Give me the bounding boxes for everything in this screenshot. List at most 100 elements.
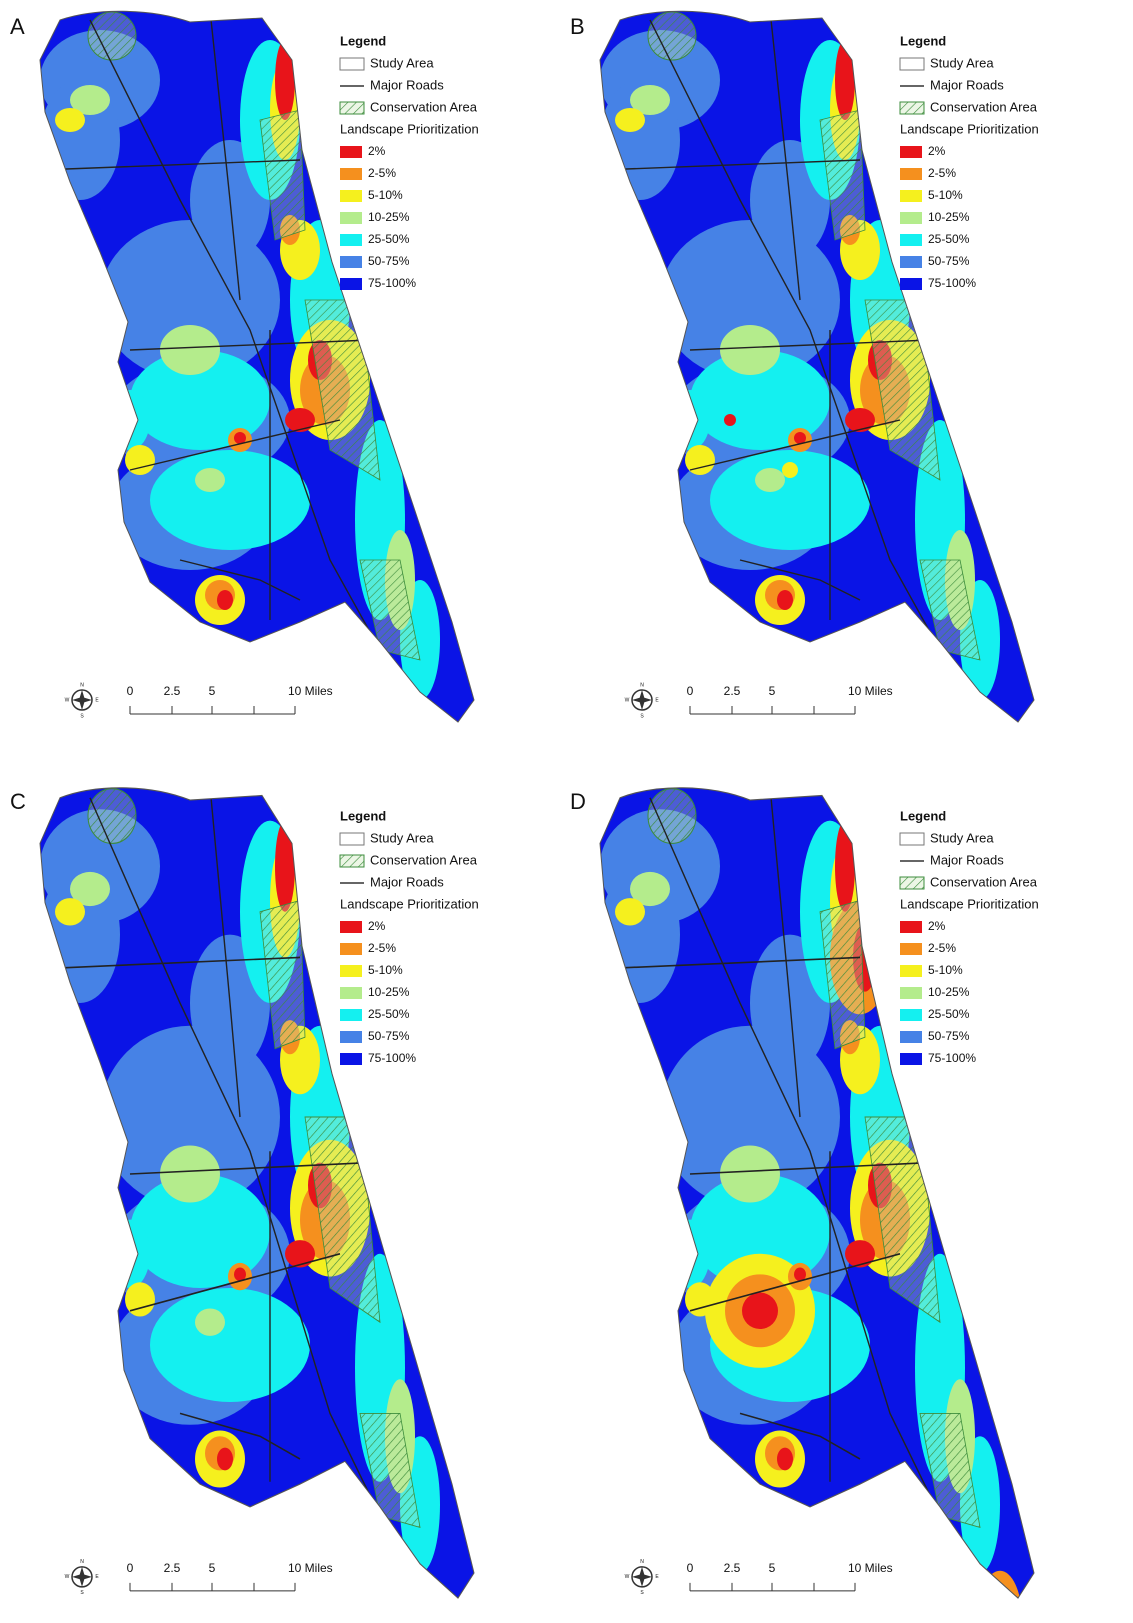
legend-item: Study Area (370, 830, 434, 845)
legend-class: 10-25% (928, 210, 970, 224)
compass-letter: W (65, 697, 70, 703)
compass-letter: N (640, 1559, 644, 1565)
priority-zone (845, 408, 875, 432)
scale-label: 2.5 (164, 1561, 181, 1575)
legend-class: 75-100% (928, 276, 976, 290)
legend-swatch (340, 987, 362, 999)
legend-swatch (900, 190, 922, 202)
scale-label: 10 Miles (848, 1561, 893, 1575)
legend-class: 10-25% (928, 985, 970, 999)
legend-swatch (340, 190, 362, 202)
compass-letter: E (655, 697, 659, 703)
conservation-area (648, 789, 696, 844)
legend-swatch (340, 146, 362, 158)
scale-label: 5 (769, 684, 776, 698)
scale-label: 0 (127, 684, 134, 698)
map-surface (40, 10, 474, 722)
legend-class: 2-5% (368, 166, 396, 180)
priority-zone (195, 468, 225, 492)
legend-symbol (340, 58, 364, 70)
scale-label: 0 (687, 684, 694, 698)
legend-swatch (900, 1009, 922, 1021)
scale-label: 0 (687, 1561, 694, 1575)
legend-class: 2-5% (368, 941, 396, 955)
legend-item: Conservation Area (370, 852, 478, 867)
priority-zone (665, 425, 675, 435)
scale-label: 5 (769, 1561, 776, 1575)
priority-zone (835, 821, 855, 912)
legend-swatch (900, 987, 922, 999)
priority-zone (742, 1293, 778, 1329)
legend-swatch (900, 146, 922, 158)
map (40, 10, 474, 722)
priority-zone (125, 445, 155, 475)
priority-zone (285, 408, 315, 432)
priority-zone (275, 40, 295, 120)
map (600, 10, 1034, 722)
priority-zone (782, 462, 798, 478)
legend-swatch (900, 234, 922, 246)
scale-label: 5 (209, 684, 216, 698)
legend-subtitle: Landscape Prioritization (340, 121, 479, 136)
priority-zone (845, 1240, 875, 1267)
priority-zone (724, 414, 736, 426)
compass-letter: S (80, 713, 84, 719)
compass-letter: S (640, 1590, 644, 1596)
legend-class: 50-75% (368, 254, 410, 268)
priority-zone (988, 1589, 1012, 1623)
legend-class: 25-50% (928, 232, 970, 246)
legend-swatch (340, 1053, 362, 1065)
priority-zone (150, 1288, 310, 1402)
compass-letter: W (65, 1574, 70, 1580)
scale-label: 2.5 (724, 684, 741, 698)
legend-class: 2-5% (928, 941, 956, 955)
priority-zone (160, 325, 220, 375)
priority-zone (275, 821, 295, 912)
conservation-area (88, 12, 136, 60)
legend-swatch (340, 965, 362, 977)
legend-subtitle: Landscape Prioritization (900, 896, 1039, 911)
legend-item: Study Area (930, 830, 994, 845)
legend-class: 5-10% (928, 188, 963, 202)
compass-letter: S (80, 1590, 84, 1596)
legend-swatch (900, 943, 922, 955)
compass-letter: E (95, 1574, 99, 1580)
scale-label: 10 Miles (288, 1561, 333, 1575)
legend-class: 10-25% (368, 210, 410, 224)
legend-symbol (340, 102, 364, 114)
legend-class: 75-100% (368, 276, 416, 290)
legend-symbol (900, 58, 924, 70)
legend-swatch (340, 212, 362, 224)
priority-zone (685, 445, 715, 475)
legend-item: Conservation Area (930, 874, 1038, 889)
legend-class: 50-75% (928, 254, 970, 268)
legend-class: 5-10% (928, 963, 963, 977)
legend-swatch (340, 1031, 362, 1043)
legend-swatch (900, 965, 922, 977)
legend-swatch (900, 212, 922, 224)
legend-swatch (340, 168, 362, 180)
legend-item: Major Roads (930, 852, 1004, 867)
priority-zone (720, 325, 780, 375)
scale-label: 5 (209, 1561, 216, 1575)
legend-class: 2% (368, 919, 386, 933)
scale-label: 2.5 (164, 684, 181, 698)
scale-label: 2.5 (724, 1561, 741, 1575)
legend-swatch (340, 1009, 362, 1021)
legend-class: 2% (368, 144, 386, 158)
compass-letter: N (80, 1559, 84, 1565)
map-surface (600, 10, 1034, 722)
legend-title: Legend (340, 33, 386, 48)
priority-zone (217, 1448, 233, 1471)
priority-zone (615, 898, 645, 925)
panel-label: C (10, 789, 26, 814)
legend-class: 2-5% (928, 166, 956, 180)
compass-letter: S (640, 713, 644, 719)
legend-symbol (340, 833, 364, 845)
priority-zone (125, 1282, 155, 1316)
priority-zone (615, 108, 645, 132)
legend-title: Legend (900, 33, 946, 48)
priority-zone (777, 590, 793, 610)
